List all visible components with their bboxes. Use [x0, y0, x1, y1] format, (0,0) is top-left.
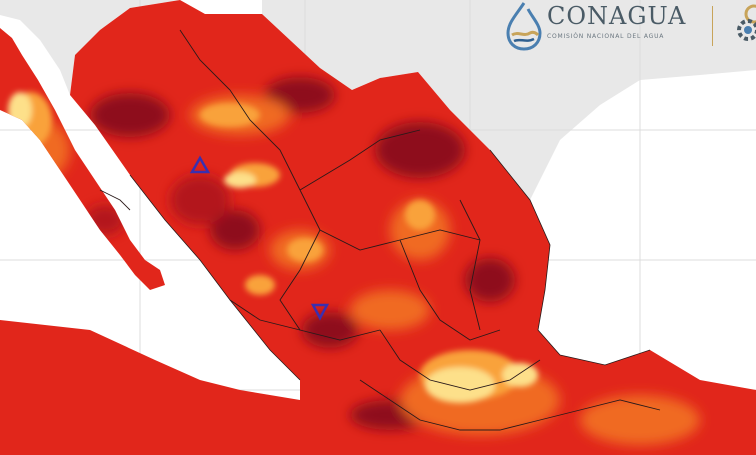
partial-seal-icon: [737, 4, 756, 41]
usa-landmass: [0, 0, 756, 200]
water-drop-icon: [506, 2, 542, 51]
brand-title: CONAGUA: [547, 2, 687, 30]
heat-deep-tamaulipas: [465, 258, 515, 302]
heat-deep-durango: [210, 210, 260, 250]
heat-amber-nayarit: [245, 275, 275, 295]
heat-orange-chiapas: [580, 395, 700, 445]
conagua-logo: CONAGUA COMISIÓN NACIONAL DEL AGUA: [500, 0, 756, 52]
heat-orange-bajio: [350, 290, 430, 330]
logo-divider: [712, 6, 713, 46]
marker-jalisco: [310, 303, 330, 321]
heat-amber-slp: [405, 200, 435, 230]
heat-amber-zacatecas: [287, 238, 323, 262]
heat-yellow-cdmx: [425, 367, 495, 403]
coastline: [129, 149, 651, 381]
marker-sonora-chihuahua: [189, 155, 211, 174]
heat-dark-sinaloa: [170, 175, 230, 225]
brand-subtitle: COMISIÓN NACIONAL DEL AGUA: [547, 33, 665, 40]
heat-amber-north: [200, 103, 260, 127]
state-borders: [99, 29, 661, 431]
heat-deep-jalisco: [302, 312, 358, 348]
heat-deep-sonora: [90, 93, 170, 137]
heat-deep-chihuahua: [265, 77, 335, 113]
heat-yellow-puebla: [502, 363, 538, 387]
heat-yellow-north: [224, 172, 256, 188]
